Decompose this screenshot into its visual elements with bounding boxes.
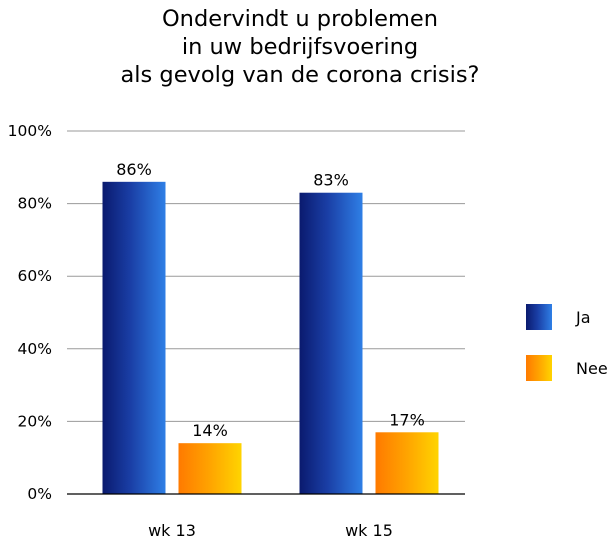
legend-swatch-nee xyxy=(526,355,552,381)
chart-title-line: als gevolg van de corona crisis? xyxy=(121,62,480,88)
y-axis: 0% 20% 40% 60% 80% 100% xyxy=(8,122,52,503)
bar-nee-2 xyxy=(375,432,439,494)
bar-ja-2 xyxy=(299,192,363,494)
y-tick-label: 40% xyxy=(18,340,52,358)
y-tick-label: 20% xyxy=(18,412,52,430)
y-tick-label: 0% xyxy=(27,485,52,503)
y-tick-label: 60% xyxy=(18,267,52,285)
x-axis: wk 13 wk 15 xyxy=(67,493,465,540)
data-label: 14% xyxy=(192,421,228,440)
chart-title-line: in uw bedrijfsvoering xyxy=(182,34,418,60)
x-tick-label: wk 13 xyxy=(148,521,196,540)
data-labels: 86% 83% 14% 17% xyxy=(116,160,425,440)
bar-ja-1 xyxy=(102,181,166,494)
y-tick-label: 100% xyxy=(8,122,52,140)
legend-label-ja: Ja xyxy=(575,308,591,327)
chart-title-line: Ondervindt u problemen xyxy=(162,6,438,32)
legend-swatch-ja xyxy=(526,304,552,330)
legend-label-nee: Nee xyxy=(576,359,608,378)
x-tick-label: wk 15 xyxy=(345,521,393,540)
y-tick-label: 80% xyxy=(18,195,52,213)
bars xyxy=(102,181,439,494)
data-label: 17% xyxy=(389,410,425,429)
legend: Ja Nee xyxy=(526,304,608,381)
bar-nee-1 xyxy=(178,443,242,494)
data-label: 86% xyxy=(116,160,152,179)
data-label: 83% xyxy=(313,171,349,190)
